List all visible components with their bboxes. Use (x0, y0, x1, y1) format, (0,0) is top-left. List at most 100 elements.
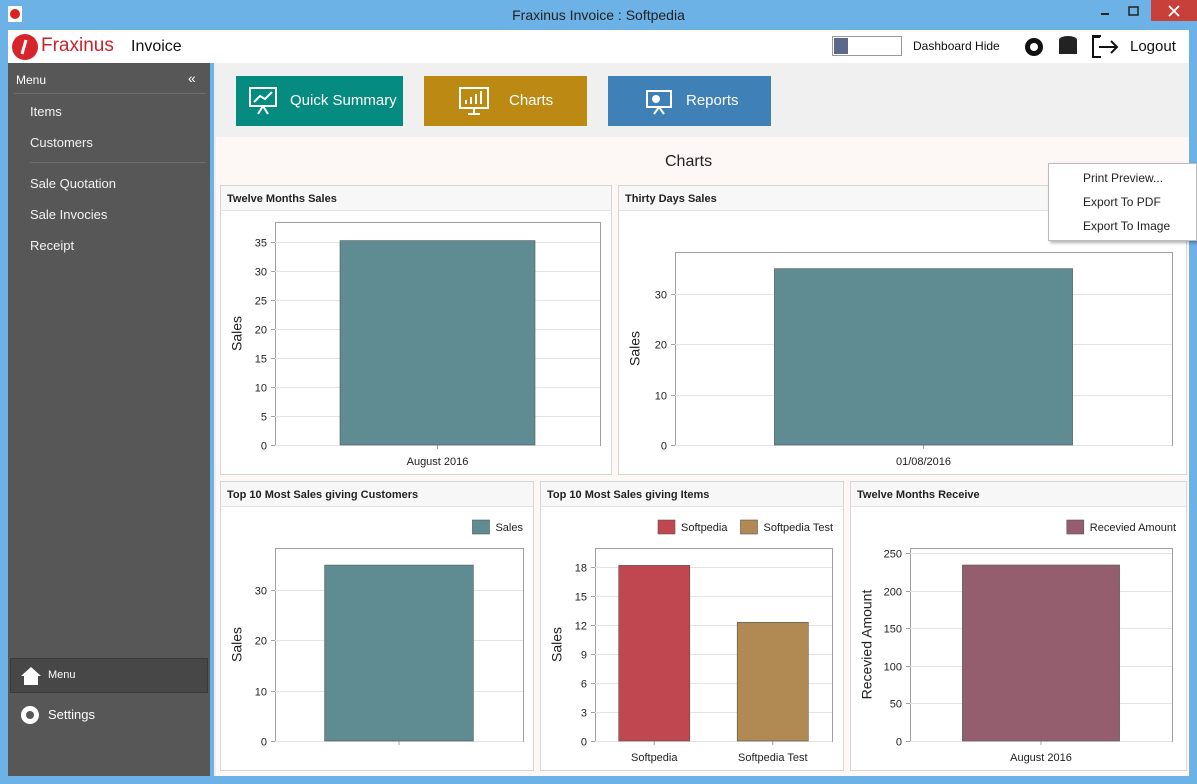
divider (30, 162, 206, 163)
legend-swatch (1066, 519, 1085, 535)
legend-label: Softpedia Test (763, 522, 833, 534)
menu-label: Menu (48, 669, 76, 681)
menu-item[interactable]: Sale Invocies (30, 207, 108, 222)
y-tick-label: 20 (255, 325, 267, 337)
y-tick-label: 0 (261, 737, 267, 749)
y-tick-label: 3 (581, 708, 587, 720)
y-axis-label: Sales (229, 316, 245, 351)
divider (14, 93, 206, 94)
y-tick-label: 0 (261, 441, 267, 453)
tab-icon (646, 90, 672, 115)
y-tick-label: 100 (884, 662, 902, 674)
legend-swatch (740, 519, 758, 535)
legend-label: Sales (495, 522, 523, 534)
chart-title: Top 10 Most Sales giving Items (547, 489, 709, 501)
bar (324, 564, 474, 742)
y-tick-label: 30 (255, 267, 267, 279)
x-tick-label: Softpedia Test (738, 752, 808, 764)
y-tick-label: 18 (575, 563, 587, 575)
tab-label: Charts (509, 92, 554, 109)
window-title: Fraxinus Invoice : Softpedia (512, 7, 685, 23)
chart-header (221, 482, 533, 506)
menu-option[interactable]: Export To PDF (1083, 195, 1161, 209)
y-tick-label: 0 (661, 441, 667, 453)
settings-icon (21, 706, 39, 724)
bar (618, 565, 691, 742)
context-menu: Print Preview... Export To PDF Export To… (1048, 163, 1197, 241)
logout[interactable]: Logout (1130, 38, 1176, 55)
y-tick-label: 250 (884, 549, 902, 561)
y-tick-label: 10 (255, 687, 267, 699)
brand: Fraxinus (41, 35, 114, 56)
bar (736, 622, 809, 742)
title-bar: Fraxinus Invoice : Softpedia (0, 0, 1197, 30)
bar (339, 240, 536, 446)
menu-item[interactable]: Customers (30, 135, 93, 150)
tab-icon (249, 87, 277, 115)
y-tick-label: 15 (575, 592, 587, 604)
logout-icon[interactable] (1091, 33, 1121, 61)
y-tick-label: 20 (255, 636, 267, 648)
page-title: Charts (665, 153, 713, 170)
y-tick-label: 20 (655, 340, 667, 352)
x-tick-label: Softpedia (631, 752, 678, 764)
y-axis-label: Sales (229, 627, 245, 662)
y-tick-label: 5 (261, 412, 267, 424)
y-tick-label: 50 (890, 699, 902, 711)
y-axis-label: Recevied Amount (859, 590, 875, 700)
y-tick-label: 12 (575, 621, 587, 633)
tab-label: Quick Summary (290, 92, 397, 109)
chart-header (221, 186, 611, 210)
legend-label: Recevied Amount (1090, 522, 1176, 534)
menu-option[interactable]: Export To Image (1083, 219, 1171, 233)
x-tick-label: August 2016 (407, 456, 469, 468)
y-tick-label: 0 (581, 737, 587, 749)
y-axis-label: Sales (549, 627, 565, 662)
chart-title: Thirty Days Sales (625, 193, 717, 205)
y-tick-label: 0 (896, 737, 902, 749)
settings[interactable]: Settings (48, 707, 95, 722)
bar (962, 564, 1120, 742)
y-tick-label: 200 (884, 587, 902, 599)
sidebar: Menu « Items Customers Sale Quotation Sa… (8, 63, 210, 776)
tab-label: Reports (686, 92, 739, 109)
chart-title: Twelve Months Sales (227, 193, 337, 205)
y-tick-label: 9 (581, 650, 587, 662)
legend-label: Softpedia (681, 522, 728, 534)
bar (774, 268, 1073, 446)
menu-button[interactable]: Menu (10, 658, 208, 693)
chart-title: Top 10 Most Sales giving Customers (227, 489, 418, 501)
brand-suffix: Invoice (131, 38, 182, 55)
y-tick-label: 35 (255, 238, 267, 250)
sidebar-title: Menu (16, 73, 47, 87)
legend-swatch (657, 519, 676, 535)
logo (12, 34, 38, 60)
toggle[interactable] (832, 36, 902, 56)
window-controls[interactable] (1095, 0, 1197, 22)
app-icon (8, 6, 22, 22)
y-tick-label: 30 (255, 586, 267, 598)
tab[interactable]: Quick Summary (236, 76, 403, 126)
menu-item[interactable]: Receipt (30, 238, 75, 253)
tab-icon (459, 87, 489, 115)
y-tick-label: 150 (884, 624, 902, 636)
y-tick-label: 6 (581, 679, 587, 691)
tab[interactable]: Reports (608, 76, 771, 126)
menu-item[interactable]: Sale Quotation (30, 176, 117, 191)
home-icon (21, 667, 41, 685)
y-axis-label: Sales (627, 331, 643, 366)
chart-title: Twelve Months Receive (857, 489, 980, 501)
collapse[interactable]: « (188, 70, 196, 86)
menu-option[interactable]: Print Preview... (1083, 171, 1164, 185)
y-tick-label: 10 (255, 383, 267, 395)
chart-header (851, 482, 1186, 506)
menu-item[interactable]: Items (30, 104, 62, 119)
toggle-label: Dashboard Hide (913, 39, 1000, 53)
tab[interactable]: Charts (424, 76, 587, 126)
chart-header (541, 482, 843, 506)
y-tick-label: 10 (655, 391, 667, 403)
header: Fraxinus Invoice Dashboard Hide Logout (8, 30, 1189, 63)
y-tick-label: 30 (655, 290, 667, 302)
